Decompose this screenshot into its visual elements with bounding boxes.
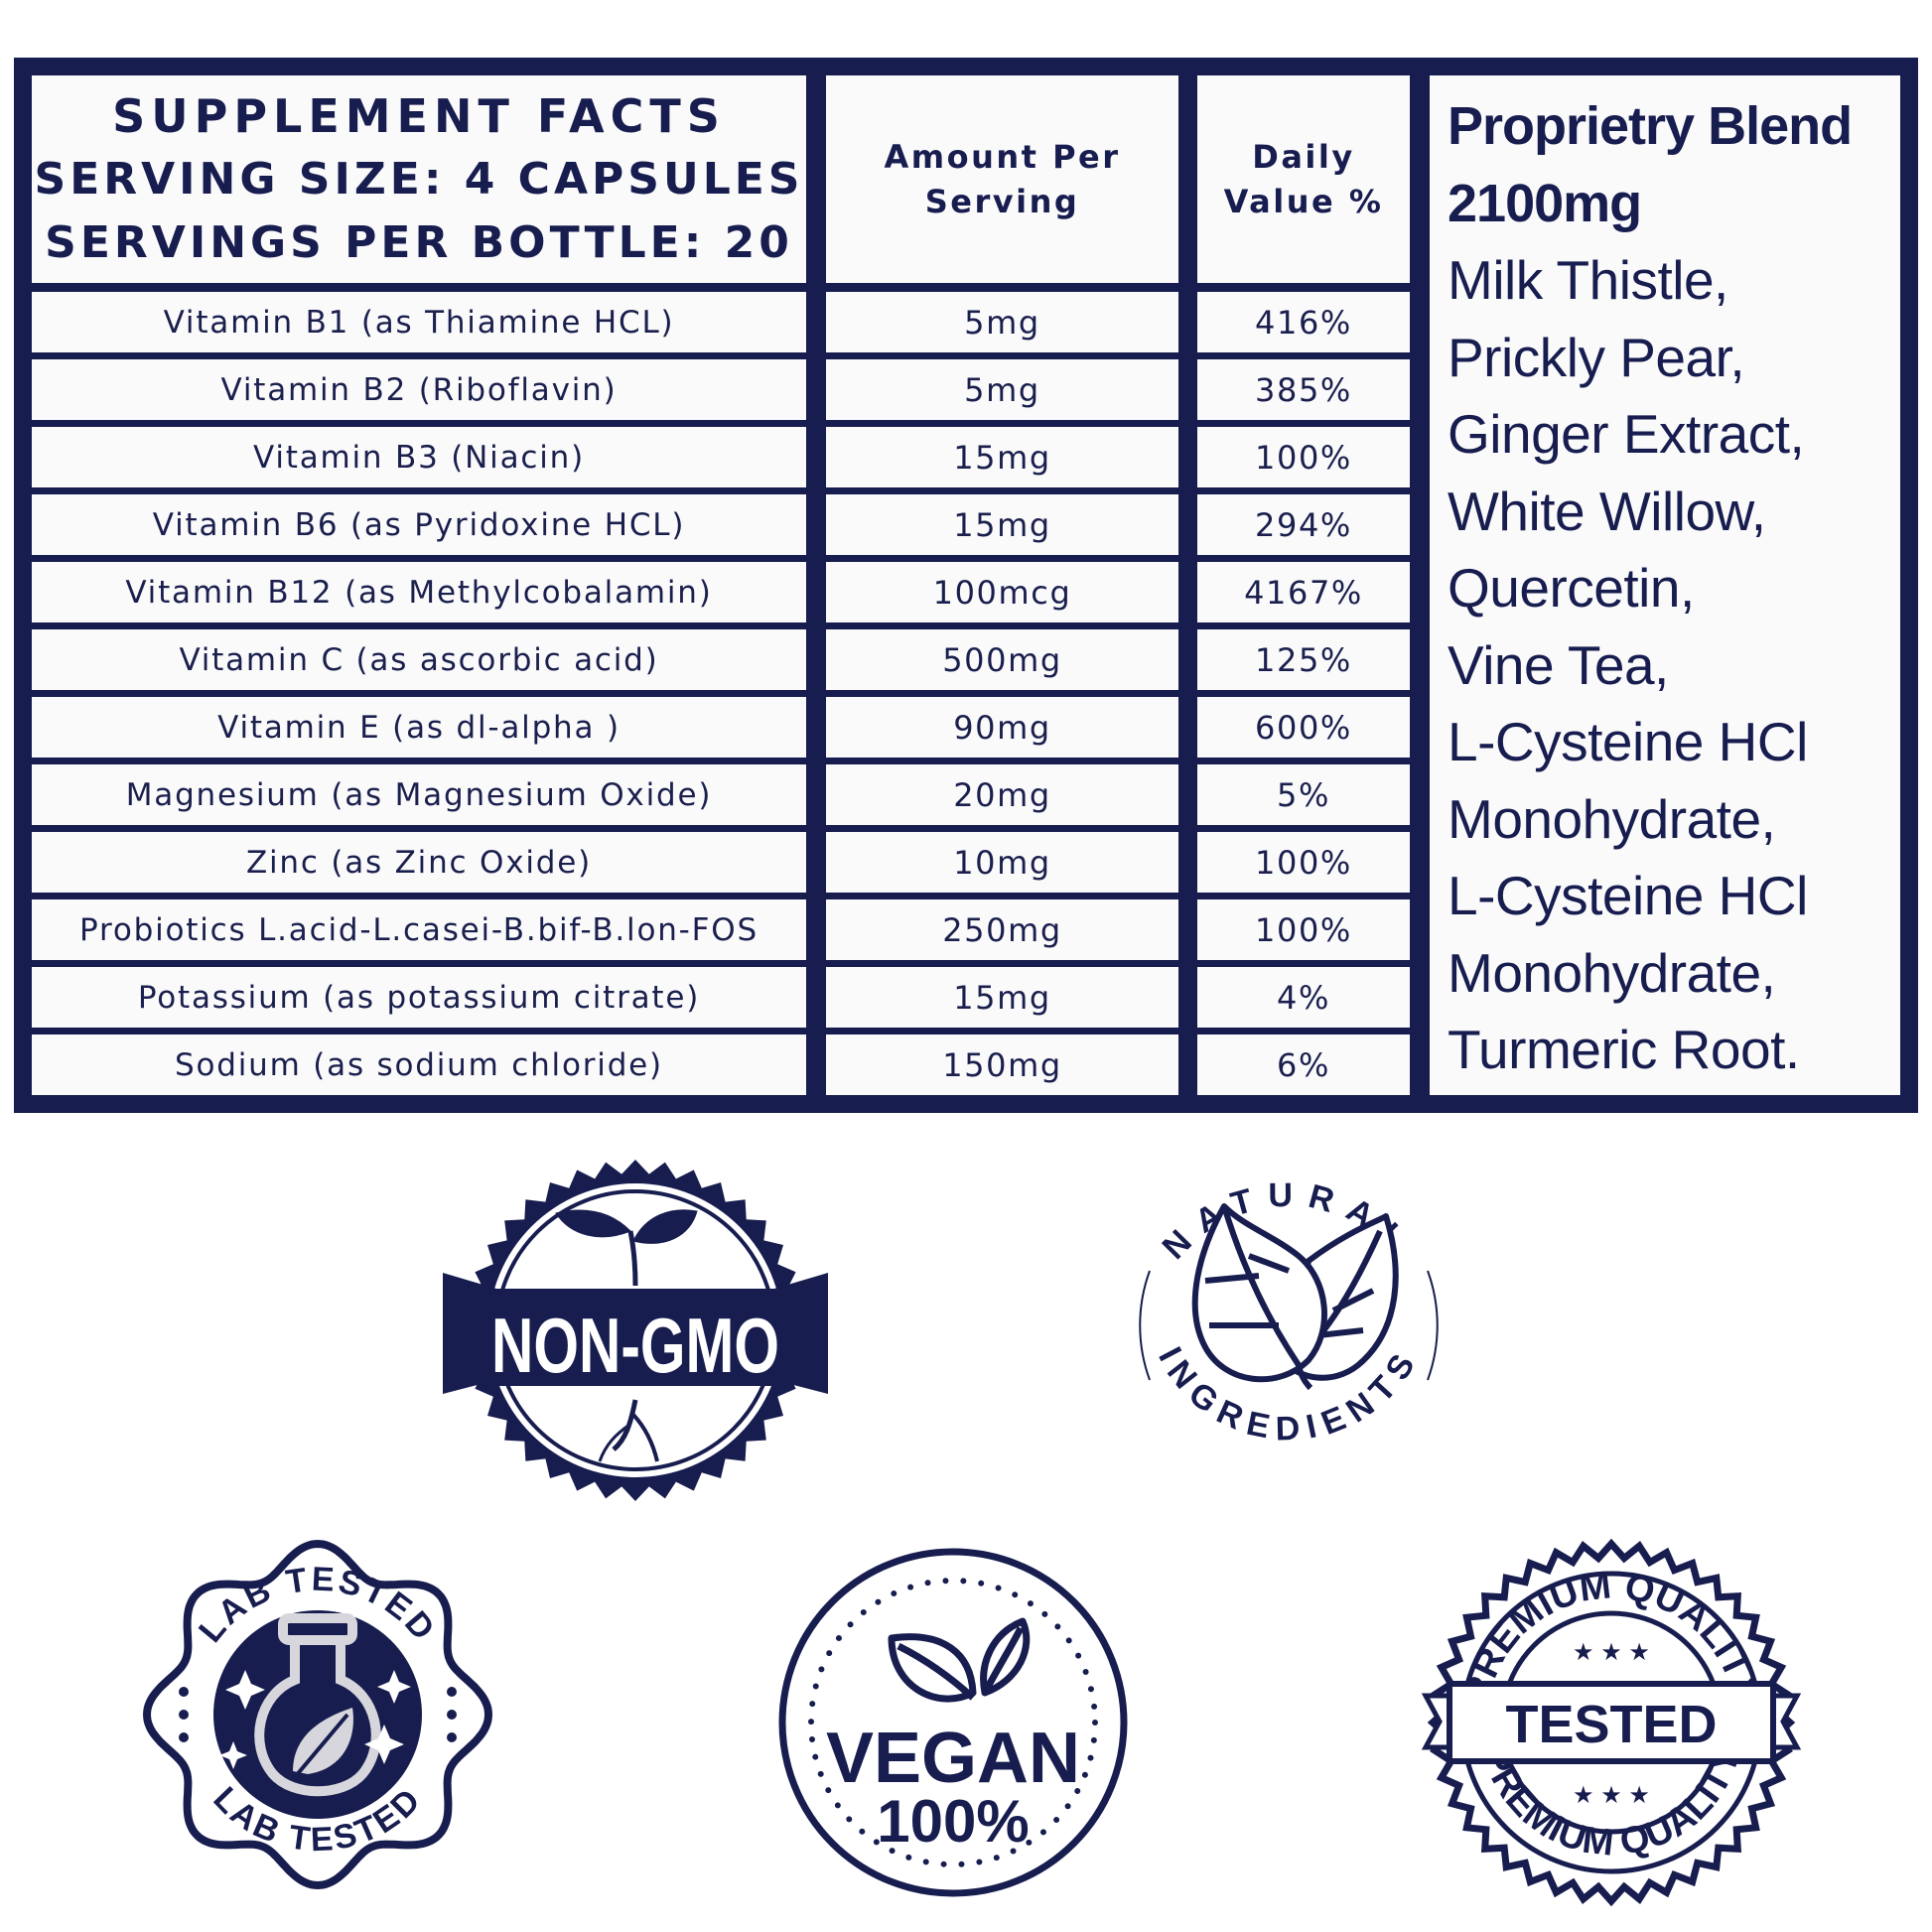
nutrient-name-cell: Vitamin B2 (Riboflavin) [32,359,806,420]
daily-value-cell: 100% [1197,899,1410,960]
nutrient-name-cell: Sodium (as sodium chloride) [32,1035,806,1095]
amount-cell: 15mg [826,427,1178,487]
amount-cell: 10mg [826,832,1178,893]
daily-value-cell: 4% [1197,967,1410,1028]
dv-header-line2: Value % [1223,182,1384,220]
leaves-icon [1191,1203,1399,1391]
non-gmo-badge: NON-GMO [443,1160,828,1501]
blend-ingredient: Monohydrate, [1448,941,1776,1004]
vegan-percent: 100% [877,1788,1029,1855]
blend-ingredient: Milk Thistle, [1448,249,1728,311]
nutrient-name-column: SUPPLEMENT FACTS SERVING SIZE: 4 CAPSULE… [32,75,806,1095]
tested-label: TESTED [1505,1695,1717,1754]
amount-cell: 15mg [826,494,1178,555]
blend-ingredient-list: Milk Thistle, Prickly Pear, Ginger Extract… [1448,242,1900,1089]
daily-value-cell: 416% [1197,292,1410,352]
flask-icon [219,1613,411,1797]
nutrient-name-cell: Vitamin B1 (as Thiamine HCL) [32,292,806,352]
daily-value-cell: 100% [1197,832,1410,893]
nutrient-name-cell: Probiotics L.acid-L.casei-B.bif-B.lon-FO… [32,899,806,960]
amount-header-line2: Serving [924,182,1080,220]
sprout-icon [555,1209,698,1462]
amount-column: Amount Per Serving 5mg 5mg 15mg 15mg 100mcg 5… [826,75,1178,1095]
servings-per-bottle: SERVINGS PER BOTTLE: 20 [45,216,793,268]
blend-ingredient: Turmeric Root. [1448,1019,1800,1080]
dv-header-line1: Daily [1252,137,1355,176]
blend-ingredient: Monohydrate, [1448,787,1776,850]
daily-value-header: Daily Value % [1197,75,1410,283]
non-gmo-label: NON-GMO [491,1302,779,1389]
blend-amount: 2100mg [1448,174,1642,233]
daily-value-cell: 125% [1197,629,1410,690]
daily-value-cell: 294% [1197,494,1410,555]
premium-quality-badge: PREMIUM QUALITY PREMIUM QUALITY ★ ★ ★ ★ … [1421,1538,1802,1907]
amount-cell: 20mg [826,764,1178,825]
stars-top-icon: ★ ★ ★ [1573,1639,1650,1666]
nutrient-name-cell: Magnesium (as Magnesium Oxide) [32,764,806,825]
vegan-label: VEGAN [826,1719,1080,1798]
amount-cell: 250mg [826,899,1178,960]
nutrient-name-cell: Zinc (as Zinc Oxide) [32,832,806,893]
daily-value-column: Daily Value % 416% 385% 100% 294% 4167% 125% 6… [1197,75,1410,1095]
amount-cell: 5mg [826,359,1178,420]
vegan-badge: VEGAN 100% [778,1548,1128,1897]
daily-value-cell: 5% [1197,764,1410,825]
amount-cell: 500mg [826,629,1178,690]
amount-header: Amount Per Serving [826,75,1178,283]
amount-cell: 15mg [826,967,1178,1028]
facts-title-block: SUPPLEMENT FACTS SERVING SIZE: 4 CAPSULE… [32,75,806,283]
natural-ingredients-badge: NATURAL INGREDIENTS [1139,1176,1439,1448]
blend-ingredient: Vine Tea, [1448,633,1669,696]
lab-tested-badge: LAB TESTED LAB TESTED [142,1539,493,1890]
daily-value-cell: 100% [1197,427,1410,487]
facts-title: SUPPLEMENT FACTS [112,88,726,143]
serving-size: SERVING SIZE: 4 CAPSULES [34,153,804,205]
blend-ingredient: Prickly Pear, [1448,326,1745,388]
amount-cell: 5mg [826,292,1178,352]
blend-ingredient: Quercetin, [1448,557,1695,619]
nutrient-name-cell: Vitamin B6 (as Pyridoxine HCL) [32,494,806,555]
blend-ingredient: White Willow, [1448,480,1766,542]
leaf-icon [888,1617,1031,1703]
daily-value-cell: 600% [1197,697,1410,758]
daily-value-cell: 4167% [1197,562,1410,622]
nutrient-name-cell: Vitamin B12 (as Methylcobalamin) [32,562,806,622]
amount-header-line1: Amount Per [884,137,1121,176]
blend-ingredient: Ginger Extract, [1448,403,1805,465]
supplement-facts-panel: SUPPLEMENT FACTS SERVING SIZE: 4 CAPSULE… [14,58,1918,1113]
proprietary-blend-box: Proprietry Blend 2100mg Milk Thistle, Pri… [1430,75,1900,1095]
blend-title: Proprietry Blend [1448,96,1853,156]
nutrient-name-cell: Vitamin B3 (Niacin) [32,427,806,487]
blend-ingredient: L-Cysteine HCl [1448,711,1808,772]
daily-value-cell: 6% [1197,1035,1410,1095]
nutrient-name-cell: Potassium (as potassium citrate) [32,967,806,1028]
amount-cell: 90mg [826,697,1178,758]
nutrient-name-cell: Vitamin C (as ascorbic acid) [32,629,806,690]
amount-cell: 150mg [826,1035,1178,1095]
blend-ingredient: L-Cysteine HCl [1448,865,1808,926]
daily-value-cell: 385% [1197,359,1410,420]
nutrient-name-cell: Vitamin E (as dl-alpha ) [32,697,806,758]
amount-cell: 100mcg [826,562,1178,622]
stars-bottom-icon: ★ ★ ★ [1573,1782,1650,1809]
